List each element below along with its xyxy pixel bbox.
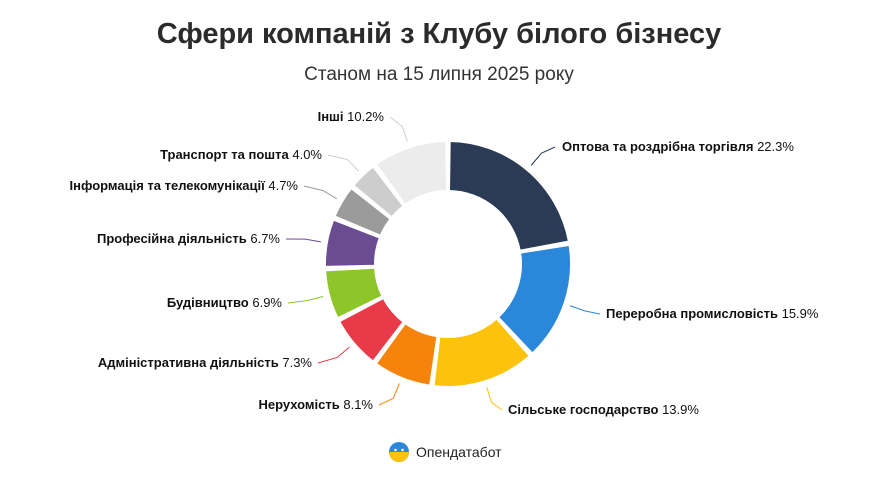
slice-category-7: Професійна діяльність [97, 231, 247, 246]
slice-category-6: Будівництво [167, 295, 249, 310]
opendatabot-logo-icon [389, 442, 409, 462]
donut-slice-5 [338, 297, 405, 363]
slice-category-1: Оптова та роздрібна торгівля [562, 139, 753, 154]
slice-value-8: 4.7% [265, 178, 299, 193]
slice-value-6: 6.9% [249, 295, 283, 310]
slice-value-5: 7.3% [279, 355, 313, 370]
donut-slice-10 [374, 140, 448, 206]
slice-value-10: 10.2% [344, 109, 385, 124]
slice-value-4: 8.1% [340, 397, 374, 412]
chart-title: Сфери компаній з Клубу білого бізнесу [156, 18, 722, 50]
leader-line-4 [378, 383, 400, 406]
donut-slice-9 [352, 165, 405, 219]
slice-value-3: 13.9% [658, 402, 699, 417]
slice-category-8: Інформація та телекомунікації [70, 178, 266, 193]
leader-line-5 [317, 346, 350, 364]
slice-label-5: Адміністративна діяльність 7.3% [98, 355, 313, 370]
slice-category-9: Транспорт та пошта [160, 147, 289, 162]
slice-label-6: Будівництво 6.9% [167, 295, 283, 310]
donut-slice-8 [333, 187, 392, 237]
slice-category-5: Адміністративна діяльність [98, 355, 279, 370]
leader-line-10 [389, 116, 408, 142]
slice-category-3: Сільське господарство [508, 402, 659, 417]
chart-subtitle: Станом на 15 липня 2025 року [304, 64, 574, 85]
slice-category-2: Переробна промисловість [606, 306, 778, 321]
leader-line-8 [303, 185, 338, 200]
leader-line-6 [287, 295, 324, 304]
slice-label-1: Оптова та роздрібна торгівля 22.3% [562, 139, 794, 154]
slice-value-9: 4.0% [289, 147, 323, 162]
donut-slice-4 [374, 322, 439, 387]
donut-slice-7 [324, 218, 381, 268]
donut-slice-3 [432, 317, 531, 388]
slice-label-3: Сільське господарство 13.9% [508, 402, 699, 417]
slice-label-10: Інші 10.2% [318, 109, 385, 124]
donut-slice-6 [324, 266, 384, 320]
brand-name: Опендатабот [416, 444, 502, 460]
leader-line-7 [285, 238, 322, 243]
slice-value-1: 22.3% [753, 139, 794, 154]
slice-label-4: Нерухомість 8.1% [258, 397, 373, 412]
donut-slice-1 [448, 140, 570, 252]
leader-line-2 [569, 305, 601, 315]
brand: Опендатабот [388, 440, 502, 464]
slice-label-9: Транспорт та пошта 4.0% [160, 147, 322, 162]
donut-slice-2 [497, 243, 572, 355]
slice-value-7: 6.7% [247, 231, 281, 246]
slice-label-8: Інформація та телекомунікації 4.7% [70, 178, 299, 193]
leader-line-3 [486, 386, 503, 411]
slice-label-2: Переробна промисловість 15.9% [606, 306, 819, 321]
leader-line-9 [327, 154, 359, 172]
slice-category-10: Інші [318, 109, 344, 124]
slice-category-4: Нерухомість [258, 397, 339, 412]
leader-line-1 [530, 146, 556, 166]
slice-value-2: 15.9% [778, 306, 819, 321]
slice-label-7: Професійна діяльність 6.7% [97, 231, 280, 246]
